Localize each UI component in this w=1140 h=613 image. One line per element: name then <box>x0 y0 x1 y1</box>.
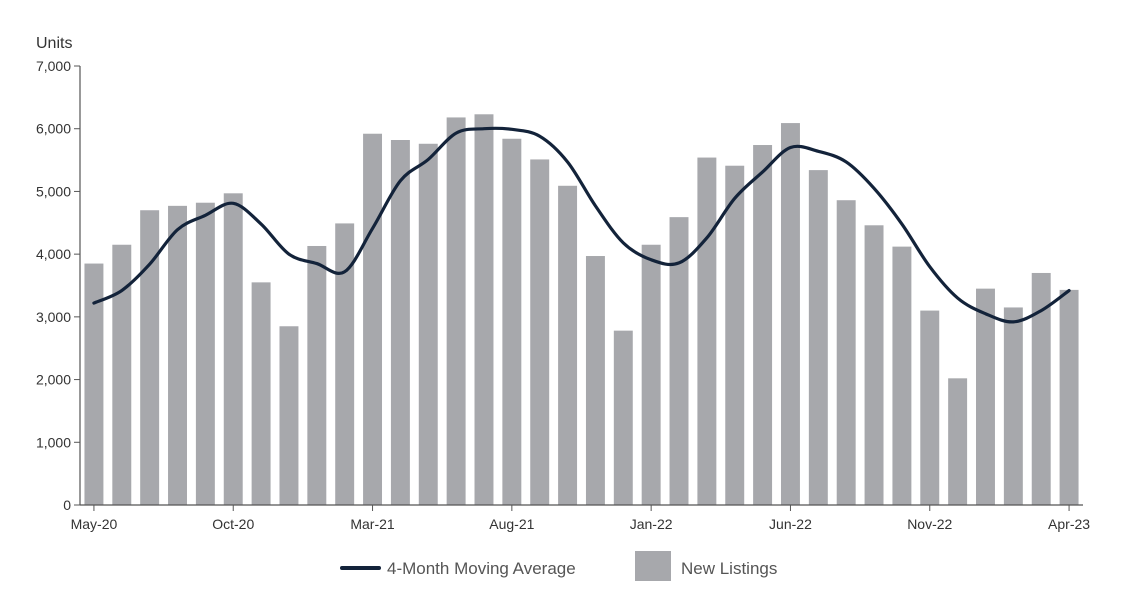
bar-new-listings <box>390 140 410 505</box>
bar-new-listings <box>864 225 884 506</box>
bar-new-listings <box>808 170 828 506</box>
bar-new-listings <box>474 114 494 505</box>
bar-new-listings <box>613 330 633 505</box>
bar-new-listings <box>641 244 661 506</box>
x-tick-label: Jun-22 <box>769 516 812 532</box>
bar-new-listings <box>84 263 104 505</box>
bar-new-listings <box>697 157 717 505</box>
y-tick-label: 5,000 <box>36 183 71 199</box>
bar-new-listings <box>363 133 383 506</box>
y-tick-label: 2,000 <box>36 372 71 388</box>
bar-new-listings <box>223 193 243 505</box>
bar-new-listings <box>753 145 773 505</box>
legend-bar-swatch <box>635 551 671 581</box>
x-tick-label: Mar-21 <box>350 516 395 532</box>
bar-new-listings <box>725 165 745 505</box>
bar-new-listings <box>279 326 299 505</box>
y-axis-unit-label: Units <box>36 35 72 52</box>
bar-new-listings <box>446 117 466 506</box>
x-tick-label: May-20 <box>71 516 118 532</box>
bar-new-listings <box>976 288 995 505</box>
y-tick-label: 4,000 <box>36 246 71 262</box>
x-axis: May-20 Oct-20 Mar-21 Aug-21 Jan-22 Jun-22 Nov-… <box>71 505 1090 532</box>
bar-new-listings <box>418 143 438 505</box>
legend: 4-Month Moving Average New Listings <box>340 551 777 581</box>
bar-new-listings <box>558 185 578 505</box>
bar-new-listings <box>530 159 550 505</box>
x-tick-label: Aug-21 <box>489 516 534 532</box>
y-tick-label: 1,000 <box>36 434 71 450</box>
bar-new-listings <box>168 205 187 505</box>
bar-new-listings <box>892 246 912 505</box>
bar-new-listings <box>1003 307 1023 505</box>
bar-new-listings <box>836 200 856 505</box>
bar-new-listings <box>335 223 355 505</box>
bar-new-listings <box>948 378 968 505</box>
bar-new-listings <box>585 256 605 505</box>
bar-new-listings <box>307 245 327 506</box>
y-tick-label: 0 <box>63 497 71 513</box>
bar-new-listings <box>140 210 160 506</box>
bars-new-listings <box>84 114 1079 506</box>
y-axis: 0 1,000 2,000 3,000 4,000 5,000 6,000 7,000 <box>36 58 80 513</box>
bar-new-listings <box>502 138 522 505</box>
line-moving-average <box>92 126 1071 324</box>
x-tick-label: Jan-22 <box>630 516 673 532</box>
y-tick-label: 7,000 <box>36 58 71 74</box>
bar-new-listings <box>1031 272 1051 505</box>
x-tick-label: Apr-23 <box>1048 516 1090 532</box>
y-tick-label: 6,000 <box>36 121 71 137</box>
legend-label-moving-average: 4-Month Moving Average <box>387 559 576 578</box>
legend-label-new-listings: New Listings <box>681 559 777 578</box>
bar-new-listings <box>251 282 271 505</box>
bar-new-listings <box>920 310 940 505</box>
x-tick-label: Oct-20 <box>212 516 254 532</box>
axes <box>79 66 1083 506</box>
moving-average-layer <box>92 126 1071 324</box>
bar-new-listings <box>195 202 215 505</box>
bar-new-listings <box>780 123 800 505</box>
bar-new-listings <box>112 244 132 506</box>
x-tick-label: Nov-22 <box>907 516 952 532</box>
bar-new-listings <box>669 217 689 505</box>
y-tick-label: 3,000 <box>36 309 71 325</box>
bar-new-listings <box>1059 289 1079 505</box>
